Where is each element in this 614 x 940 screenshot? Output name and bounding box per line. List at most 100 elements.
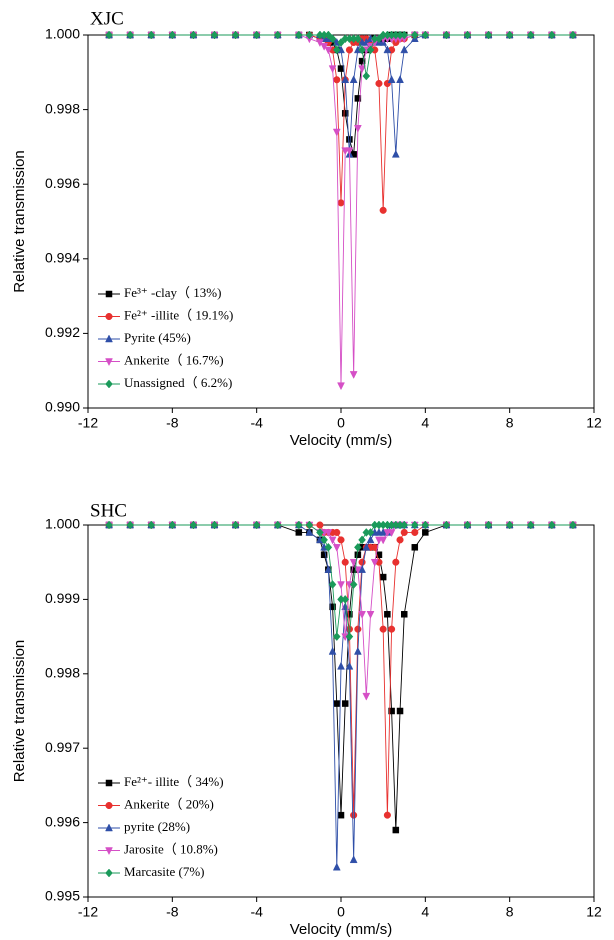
marker: [333, 528, 341, 536]
legend-label: Fe²⁺- illite（ 34%): [124, 774, 224, 789]
marker: [210, 30, 219, 40]
marker: [463, 30, 472, 40]
y-axis-label: Relative transmission: [11, 150, 28, 293]
y-axis-label: Relative transmission: [11, 640, 28, 783]
marker: [442, 520, 451, 530]
marker: [358, 65, 366, 74]
marker: [105, 379, 113, 389]
marker: [324, 542, 333, 552]
x-tick-label: -8: [166, 415, 179, 431]
marker: [366, 611, 375, 619]
marker: [350, 811, 358, 819]
marker: [252, 520, 261, 530]
marker: [353, 125, 362, 133]
y-tick-label: 0.996: [45, 175, 80, 191]
x-tick-label: -12: [78, 904, 98, 920]
marker: [400, 45, 409, 54]
marker: [168, 30, 177, 40]
marker: [328, 580, 337, 589]
y-tick-label: 0.998: [45, 100, 80, 116]
marker: [379, 536, 388, 545]
marker: [328, 646, 337, 655]
marker: [358, 45, 366, 55]
marker: [569, 30, 577, 40]
marker: [324, 529, 333, 537]
marker: [305, 520, 314, 530]
marker: [305, 30, 314, 40]
legend-label: pyrite (28%): [124, 819, 190, 834]
marker: [362, 71, 371, 81]
y-tick-label: 0.995: [45, 888, 80, 904]
marker: [548, 30, 556, 40]
legend-label: Fe³⁺ -clay（ 13%): [124, 285, 221, 300]
marker: [295, 520, 303, 530]
marker: [421, 30, 430, 40]
marker: [349, 580, 358, 589]
y-tick-label: 0.997: [45, 739, 80, 755]
marker: [324, 46, 333, 55]
marker: [168, 520, 177, 530]
marker: [324, 30, 333, 40]
x-tick-label: 4: [421, 415, 429, 431]
marker: [105, 823, 113, 832]
marker: [354, 34, 362, 44]
legend-label: Pyrite (45%): [124, 330, 191, 345]
marker: [320, 551, 328, 559]
legend-label: Fe²⁺ -illite（ 19.1%): [124, 307, 233, 322]
marker: [371, 543, 379, 551]
legend-label: Jarosite（ 10.8%): [124, 841, 218, 856]
marker: [396, 707, 404, 715]
marker: [384, 611, 391, 618]
chart-title: SHC: [90, 500, 127, 521]
marker: [358, 57, 366, 65]
marker: [379, 625, 387, 633]
marker: [105, 801, 113, 810]
marker: [411, 528, 419, 536]
y-tick-label: 1.000: [45, 26, 80, 42]
marker: [337, 536, 345, 544]
y-tick-label: 0.990: [45, 399, 80, 415]
marker: [345, 147, 354, 156]
marker: [231, 30, 240, 40]
marker: [305, 527, 314, 536]
y-tick-label: 0.999: [45, 590, 80, 606]
marker: [421, 520, 430, 530]
marker: [484, 520, 493, 530]
marker: [341, 700, 349, 707]
marker: [345, 46, 353, 54]
marker: [354, 95, 362, 102]
marker: [379, 573, 387, 581]
marker: [370, 558, 379, 567]
marker: [337, 199, 345, 207]
marker: [349, 371, 358, 379]
marker: [341, 110, 349, 117]
marker: [332, 862, 341, 871]
marker: [349, 75, 358, 84]
x-tick-label: -4: [250, 415, 263, 431]
x-tick-label: 8: [506, 415, 514, 431]
marker: [362, 692, 371, 701]
marker: [422, 529, 429, 536]
marker: [349, 855, 358, 864]
legend-label: Unassigned（ 6.2%): [124, 375, 232, 390]
x-tick-label: 0: [337, 415, 345, 431]
marker: [341, 595, 350, 604]
marker: [231, 520, 240, 530]
marker: [341, 75, 350, 84]
y-tick-label: 1.000: [45, 516, 80, 532]
marker: [273, 520, 282, 530]
marker: [379, 206, 387, 214]
marker: [354, 542, 362, 552]
marker: [387, 529, 396, 537]
marker: [332, 128, 341, 137]
marker: [349, 558, 358, 567]
marker: [126, 520, 134, 530]
marker: [328, 536, 337, 545]
marker: [526, 30, 535, 40]
marker: [410, 30, 419, 40]
marker: [345, 661, 354, 670]
marker: [105, 358, 113, 367]
legend-label: Ankerite（ 20%): [124, 796, 214, 811]
marker: [105, 868, 113, 878]
